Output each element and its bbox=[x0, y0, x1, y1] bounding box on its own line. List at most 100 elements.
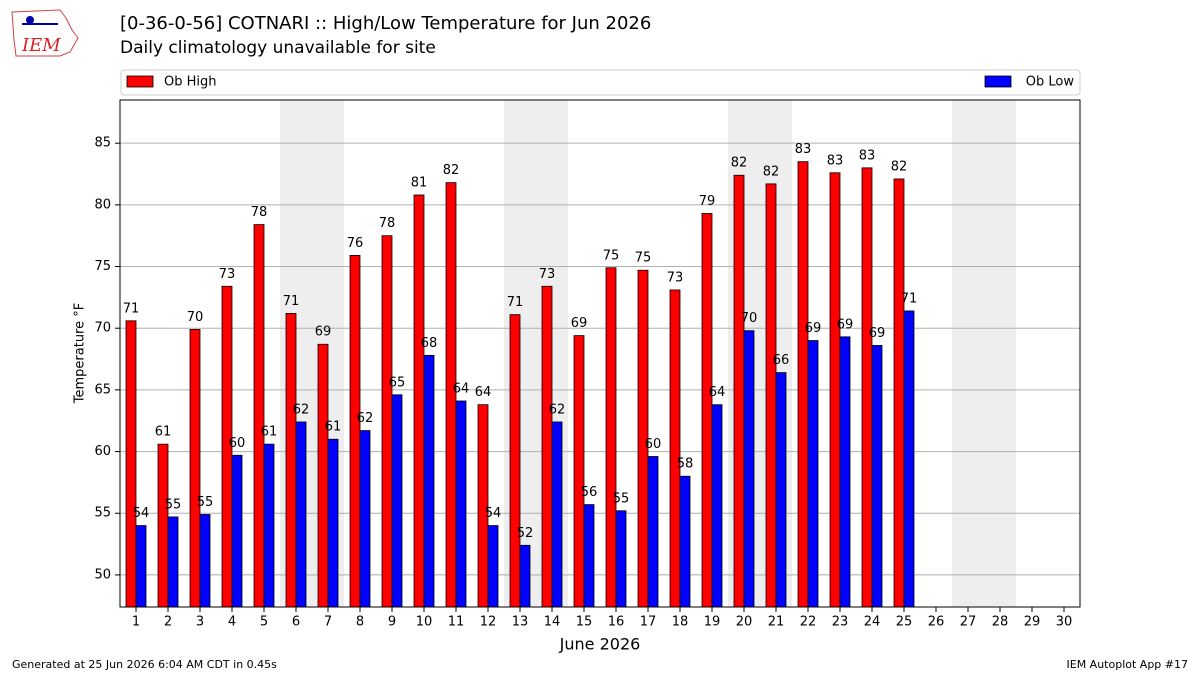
x-tick-label: 17 bbox=[640, 615, 657, 630]
plot-frame bbox=[119, 99, 1081, 608]
bar bbox=[487, 525, 499, 608]
legend-swatch bbox=[126, 75, 154, 88]
x-tick-label: 3 bbox=[196, 615, 204, 630]
bar bbox=[317, 343, 329, 608]
weekend-shade bbox=[952, 100, 984, 607]
bar bbox=[349, 255, 361, 608]
bar bbox=[327, 438, 339, 608]
value-label: 55 bbox=[165, 497, 182, 512]
bar bbox=[135, 525, 147, 608]
footer-right: IEM Autoplot App #17 bbox=[1067, 658, 1189, 671]
x-tick-label: 26 bbox=[928, 615, 945, 630]
footer-left: Generated at 25 Jun 2026 6:04 AM CDT in … bbox=[12, 658, 277, 671]
logo-text: IEM bbox=[21, 35, 61, 56]
x-tick-label: 30 bbox=[1056, 615, 1073, 630]
x-tick-label: 19 bbox=[704, 615, 721, 630]
value-label: 64 bbox=[453, 381, 470, 396]
value-label: 60 bbox=[645, 437, 662, 452]
value-label: 75 bbox=[603, 248, 620, 263]
bar bbox=[839, 336, 851, 608]
weekend-shade bbox=[984, 100, 1016, 607]
bar bbox=[455, 400, 467, 608]
value-label: 61 bbox=[325, 420, 342, 435]
value-label: 73 bbox=[667, 270, 684, 285]
value-label: 69 bbox=[315, 325, 332, 340]
bar bbox=[189, 329, 201, 608]
logo: IEM bbox=[11, 9, 79, 57]
y-tick-label: 70 bbox=[94, 321, 111, 336]
value-label: 62 bbox=[293, 402, 310, 417]
chart-title: [0-36-0-56] COTNARI :: High/Low Temperat… bbox=[120, 13, 651, 34]
bar bbox=[285, 313, 297, 608]
x-tick-label: 23 bbox=[832, 615, 849, 630]
bar bbox=[157, 443, 169, 608]
x-tick-label: 24 bbox=[864, 615, 881, 630]
bar bbox=[125, 320, 137, 608]
value-label: 83 bbox=[859, 148, 876, 163]
value-label: 69 bbox=[837, 317, 854, 332]
bar bbox=[167, 516, 179, 608]
y-axis-label: Temperature °F bbox=[73, 303, 88, 404]
x-tick-label: 21 bbox=[768, 615, 785, 630]
x-tick-label: 14 bbox=[544, 615, 561, 630]
value-label: 66 bbox=[773, 353, 790, 368]
bar bbox=[263, 443, 275, 608]
bar bbox=[583, 504, 595, 608]
x-tick-label: 10 bbox=[416, 615, 433, 630]
bar bbox=[743, 330, 755, 608]
bar bbox=[423, 354, 435, 608]
bar bbox=[903, 310, 915, 608]
value-label: 70 bbox=[741, 311, 758, 326]
value-label: 60 bbox=[229, 436, 246, 451]
y-tick-label: 55 bbox=[94, 506, 111, 521]
bar bbox=[861, 167, 873, 608]
value-label: 62 bbox=[357, 411, 374, 426]
bar bbox=[669, 289, 681, 608]
value-label: 73 bbox=[539, 267, 556, 282]
x-tick-label: 4 bbox=[228, 615, 236, 630]
x-tick-label: 6 bbox=[292, 615, 300, 630]
value-label: 82 bbox=[443, 163, 460, 178]
value-label: 79 bbox=[699, 194, 716, 209]
y-tick-label: 50 bbox=[94, 567, 111, 582]
legend-box bbox=[120, 69, 1081, 96]
value-label: 68 bbox=[421, 336, 438, 351]
value-label: 64 bbox=[475, 385, 492, 400]
bar bbox=[701, 213, 713, 608]
value-label: 65 bbox=[389, 375, 406, 390]
legend-label: Ob High bbox=[164, 75, 217, 90]
value-label: 54 bbox=[133, 506, 150, 521]
x-tick-label: 20 bbox=[736, 615, 753, 630]
bar bbox=[679, 475, 691, 608]
x-tick-label: 8 bbox=[356, 615, 364, 630]
bar bbox=[765, 183, 777, 608]
value-label: 52 bbox=[517, 526, 534, 541]
value-label: 55 bbox=[197, 495, 214, 510]
value-label: 69 bbox=[869, 326, 886, 341]
bar bbox=[541, 285, 553, 608]
bar bbox=[231, 454, 243, 608]
x-tick-label: 18 bbox=[672, 615, 689, 630]
bar bbox=[829, 172, 841, 608]
bar bbox=[381, 235, 393, 608]
bar bbox=[551, 421, 563, 608]
x-tick-label: 2 bbox=[164, 615, 172, 630]
value-label: 64 bbox=[709, 385, 726, 400]
value-label: 55 bbox=[613, 491, 630, 506]
value-label: 54 bbox=[485, 506, 502, 521]
value-label: 61 bbox=[155, 425, 172, 440]
value-label: 78 bbox=[379, 216, 396, 231]
bar bbox=[413, 194, 425, 608]
value-label: 78 bbox=[251, 205, 268, 220]
value-label: 61 bbox=[261, 425, 278, 440]
value-label: 56 bbox=[581, 485, 598, 500]
value-label: 81 bbox=[411, 175, 428, 190]
bar bbox=[295, 421, 307, 608]
bar bbox=[359, 430, 371, 608]
legend-swatch bbox=[984, 75, 1012, 88]
value-label: 76 bbox=[347, 236, 364, 251]
value-label: 58 bbox=[677, 457, 694, 472]
x-tick-label: 22 bbox=[800, 615, 817, 630]
value-label: 82 bbox=[891, 159, 908, 174]
